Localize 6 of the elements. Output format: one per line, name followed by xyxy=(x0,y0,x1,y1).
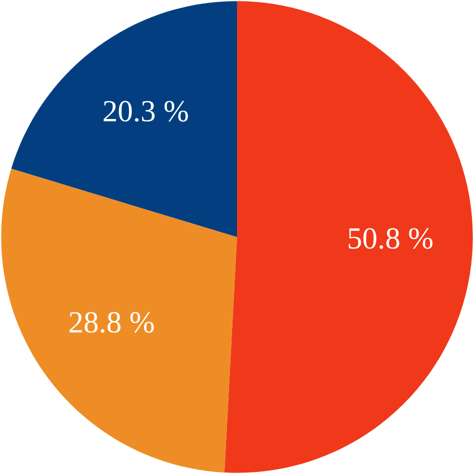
data-label: 20.3 % xyxy=(104,100,188,122)
pie-slice xyxy=(1,168,237,472)
pie-slice xyxy=(11,1,237,237)
data-label: 28.8 % xyxy=(70,312,154,333)
data-label: 50.8 % xyxy=(348,228,432,249)
pie-slice xyxy=(224,1,473,473)
